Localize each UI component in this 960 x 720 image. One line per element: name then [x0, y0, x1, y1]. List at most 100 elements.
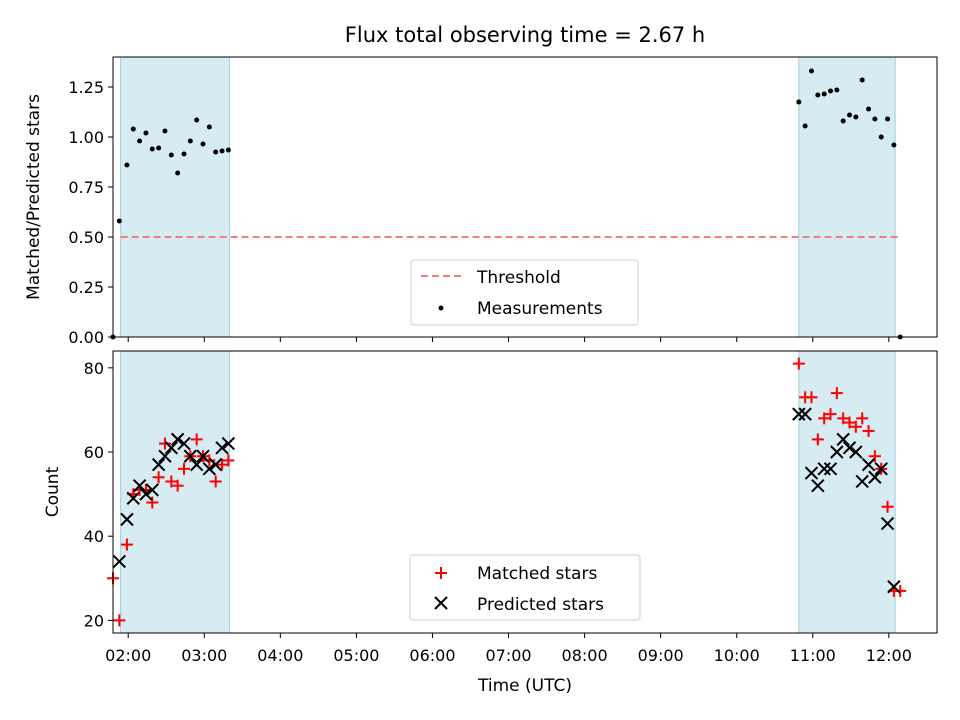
x-tick-label: 04:00	[257, 646, 303, 665]
measurement-point	[802, 123, 808, 129]
predicted-star-point	[151, 457, 166, 472]
matched-star-point	[222, 454, 235, 467]
measurement-point	[124, 162, 130, 168]
predicted-star-point	[177, 436, 191, 451]
bottom-shaded-span-1	[798, 350, 896, 634]
top-legend-box	[410, 259, 639, 326]
measurement-point	[156, 145, 162, 151]
matched-star-point	[209, 475, 222, 488]
matched-star-point	[190, 433, 203, 446]
measurement-point	[853, 114, 859, 120]
predicted-star-point-b	[196, 449, 210, 463]
x-tick-label: 07:00	[485, 646, 531, 665]
predicted-star-point	[221, 436, 236, 451]
predicted-star-point-b	[112, 554, 127, 569]
predicted-star-point	[823, 462, 838, 476]
matched-star-point	[177, 462, 190, 475]
matched-star-point	[158, 437, 171, 450]
matched-star-point	[113, 614, 126, 627]
measurement-point	[219, 148, 225, 154]
measurement-point	[194, 117, 200, 123]
predicted-star-point-b	[855, 474, 869, 489]
x-tick-label: 12:00	[866, 646, 912, 665]
predicted-star-point	[836, 432, 850, 447]
matched-star-point	[837, 412, 850, 425]
predicted-star-point	[120, 512, 134, 527]
predicted-star-point	[215, 441, 229, 455]
predicted-star-point	[830, 445, 844, 459]
predicted-star-point-b	[887, 579, 901, 594]
measurement-point	[878, 134, 884, 140]
measurement-point	[821, 91, 827, 97]
bottom-y-tick-label: 40	[84, 527, 104, 546]
predicted-star-point-b	[868, 470, 882, 484]
measurements-points	[110, 68, 903, 340]
top-y-tick-label: 1.25	[68, 78, 104, 97]
measurement-point	[162, 128, 168, 134]
matched-star-point	[856, 412, 869, 425]
measurement-point	[796, 99, 802, 105]
measurement-point	[149, 146, 155, 152]
matched-star-point	[843, 416, 856, 429]
predicted-star-point	[804, 466, 819, 480]
top-shaded-span-0	[120, 56, 231, 338]
measurement-point	[885, 116, 891, 122]
predicted-star-point	[842, 441, 857, 455]
predicted-star-point-b	[804, 466, 819, 480]
predicted-star-point-b	[164, 441, 179, 455]
predicted-star-point-b	[849, 445, 863, 459]
measurement-point	[200, 141, 206, 147]
matched-stars-legend-label: Matched stars	[477, 564, 597, 584]
predicted-star-point	[158, 449, 172, 463]
predicted-star-point-b	[823, 462, 838, 476]
top-shaded-spans	[120, 56, 896, 338]
matched-star-point	[824, 408, 837, 421]
bottom-shaded-span-0	[120, 350, 231, 634]
matched-star-point	[894, 584, 907, 597]
measurement-point	[213, 149, 219, 155]
matched-star-point	[881, 500, 894, 513]
predicted-star-point-b	[151, 457, 166, 472]
predicted-star-point	[164, 441, 179, 455]
x-tick-label: 11:00	[790, 646, 836, 665]
top-y-ticks: 0.00 0.25 0.50 0.75 1.00 1.25	[68, 78, 113, 347]
predicted-stars-legend-label: Predicted stars	[477, 595, 604, 615]
x-axis-label: Time (UTC)	[477, 676, 572, 696]
bottom-y-tick-label: 20	[84, 611, 104, 630]
x-tick-label: 09:00	[638, 646, 684, 665]
matched-star-point	[216, 458, 229, 471]
top-plot-frame	[112, 56, 938, 338]
matched-star-point	[152, 471, 165, 484]
predicted-star-point	[139, 487, 153, 501]
count-points	[107, 357, 907, 627]
predicted-star-point	[202, 462, 217, 476]
top-x-ticks	[127, 337, 890, 342]
predicted-star-point-b	[221, 436, 236, 451]
predicted-star-point	[798, 407, 812, 421]
predicted-star-point	[112, 554, 127, 569]
measurement-point	[828, 88, 834, 94]
predicted-star-point	[145, 483, 160, 497]
matched-star-point	[862, 424, 875, 437]
bottom-y-axis-label: Count	[43, 466, 63, 517]
predicted-star-point-b	[830, 445, 844, 459]
predicted-star-point-b	[792, 407, 806, 421]
predicted-star-point-b	[811, 478, 825, 493]
predicted-star-point-b	[177, 436, 191, 451]
measurement-point	[225, 147, 231, 153]
predicted-star-point-b	[208, 457, 223, 472]
predicted-star-point-b	[139, 487, 153, 501]
predicted-star-point	[126, 491, 140, 506]
predicted-star-point	[868, 470, 882, 484]
top-y-tick-label: 0.50	[68, 228, 104, 247]
predicted-star-point-b	[874, 462, 888, 476]
predicted-star-point	[189, 457, 204, 472]
predicted-star-point-b	[202, 462, 217, 476]
predicted-star-point	[811, 478, 825, 493]
measurement-point	[168, 152, 174, 158]
matched-star-point	[830, 387, 843, 400]
matched-stars-legend-swatch	[435, 567, 447, 579]
matched-star-point	[818, 412, 831, 425]
measurement-point	[872, 116, 878, 122]
